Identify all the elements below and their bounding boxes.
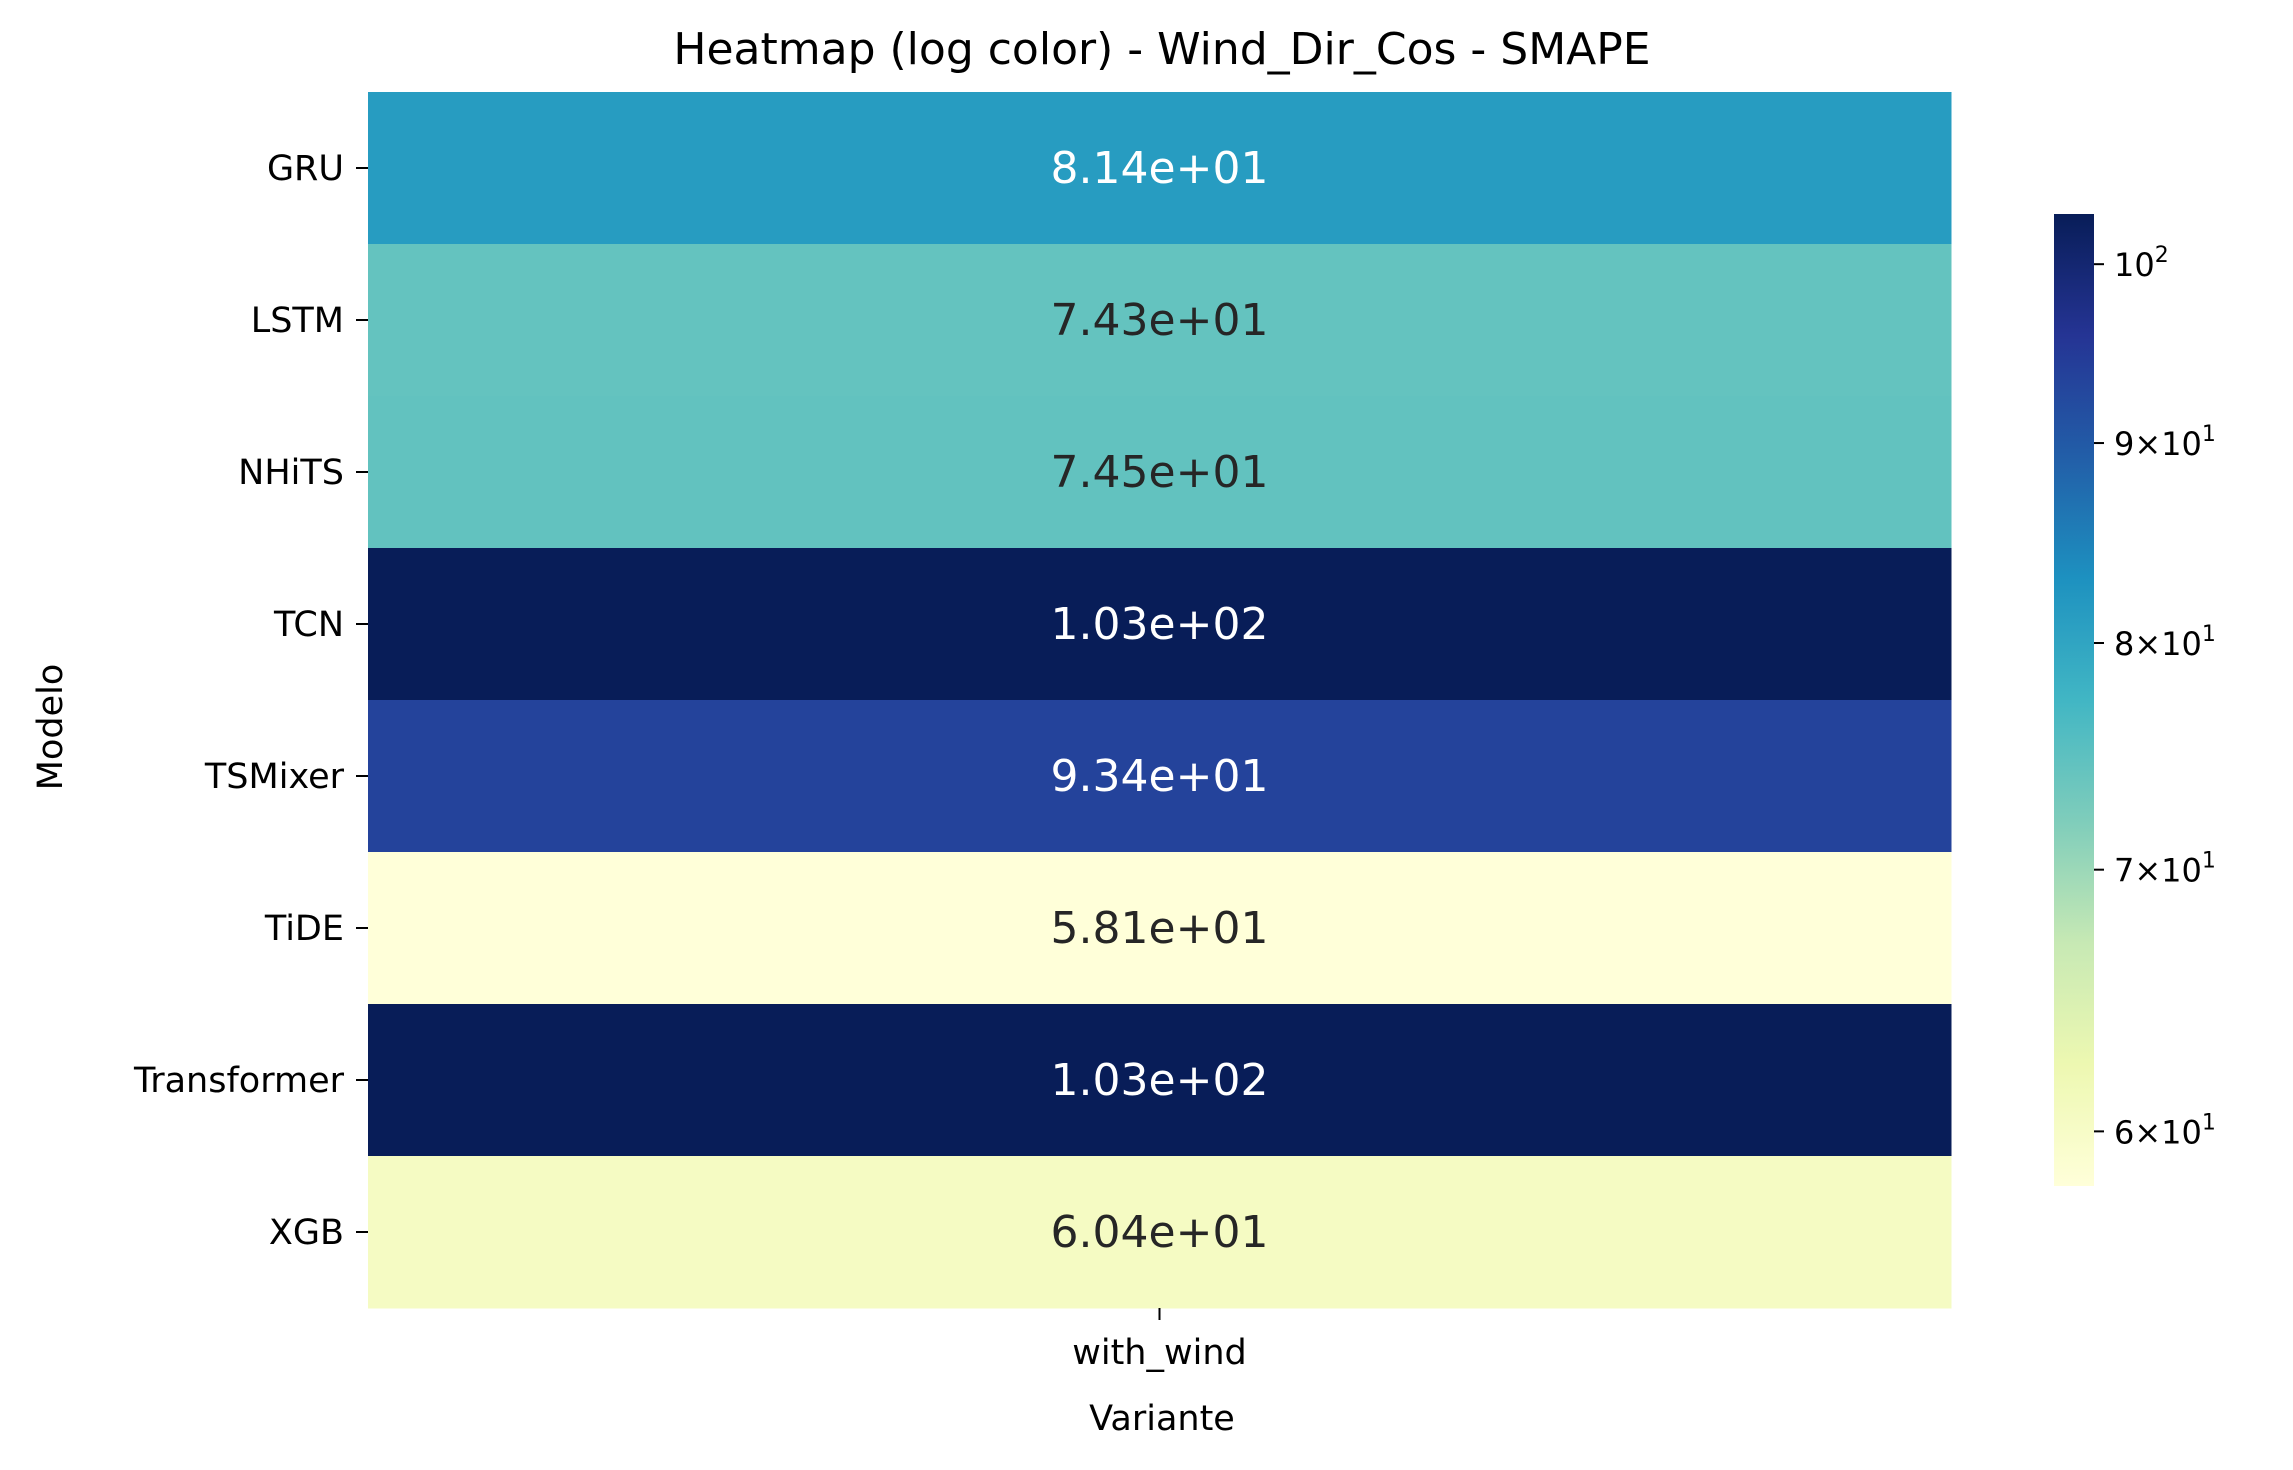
heatmap-cell [368, 548, 1952, 701]
heatmap-cell [368, 396, 1952, 549]
y-tick-label: XGB [269, 1213, 344, 1253]
heatmap-cell [368, 1004, 1952, 1157]
colorbar-gradient [2054, 214, 2094, 1186]
colorbar: 6×101 7×101 8×101 9×101 102 [2054, 214, 2216, 1186]
y-tick-label: TCN [273, 605, 344, 645]
x-axis: with_wind [1072, 1308, 1247, 1373]
heatmap-cell [368, 92, 1952, 245]
colorbar-tick-label: 102 [2114, 243, 2169, 284]
cell-value-label: 1.03e+02 [1051, 599, 1269, 650]
x-axis-label: Variante [1089, 1399, 1235, 1439]
y-axis: GRU LSTM NHiTS TCN TSMixer TiDE Transformer XGB [133, 149, 368, 1253]
heatmap-cell [368, 700, 1952, 853]
y-tick-label: TiDE [264, 909, 344, 949]
colorbar-tick-label: 9×101 [2114, 422, 2216, 463]
y-tick-label: TSMixer [204, 757, 345, 797]
y-tick-label: Transformer [133, 1061, 345, 1101]
chart-title: Heatmap (log color) - Wind_Dir_Cos - SMA… [673, 24, 1650, 75]
colorbar-tick-label: 8×101 [2114, 622, 2216, 663]
heatmap-cell [368, 1156, 1952, 1309]
cell-value-label: 6.04e+01 [1051, 1207, 1269, 1258]
colorbar-tick-label: 6×101 [2114, 1110, 2216, 1151]
y-tick-label: GRU [267, 149, 344, 189]
cell-value-label: 7.45e+01 [1051, 447, 1269, 498]
colorbar-tick-label: 7×101 [2114, 849, 2216, 890]
heatmap-cells: 8.14e+01 7.43e+01 7.45e+01 1.03e+02 9.34e+01… [368, 92, 1952, 1309]
y-tick-label: LSTM [251, 301, 344, 341]
cell-value-label: 7.43e+01 [1051, 295, 1269, 346]
y-tick-label: NHiTS [238, 453, 344, 493]
cell-value-label: 1.03e+02 [1051, 1055, 1269, 1106]
cell-value-label: 5.81e+01 [1051, 903, 1269, 954]
cell-value-label: 8.14e+01 [1051, 143, 1269, 194]
cell-value-label: 9.34e+01 [1051, 751, 1269, 802]
heatmap-cell [368, 852, 1952, 1005]
x-tick-label: with_wind [1072, 1333, 1247, 1373]
heatmap-cell [368, 244, 1952, 397]
y-axis-label: Modelo [31, 664, 71, 791]
